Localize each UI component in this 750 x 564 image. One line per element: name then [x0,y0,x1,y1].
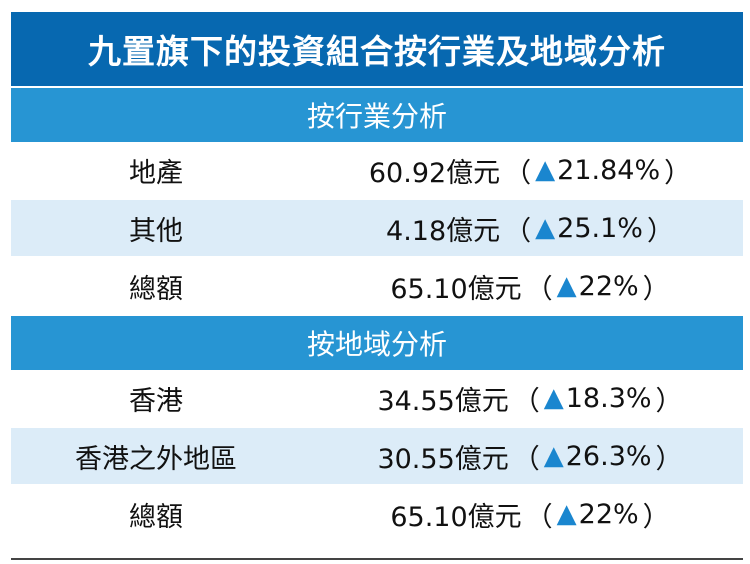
close-paren: ） [642,501,670,533]
up-triangle-icon: ▲ [535,213,556,243]
change: 25.1% [557,212,643,244]
table-row: 總額 65.10億元 （ ▲ 22% ） [11,256,743,314]
row-label: 其他 [129,215,183,247]
amount: 4.18億元 [386,215,501,247]
open-paren: （ [504,157,532,189]
change: 22% [578,270,639,302]
row-value: 4.18億元 （ ▲ 25.1% ） [301,209,743,248]
open-paren: （ [525,501,553,533]
row-label: 香港 [129,385,183,417]
change: 26.3% [565,440,652,472]
table-title: 九置旗下的投資組合按行業及地域分析 [11,12,743,86]
row-value: 34.55億元 （ ▲ 18.3% ） [301,379,743,418]
change: 22% [578,498,639,530]
up-triangle-icon: ▲ [556,499,577,529]
row-value: 65.10億元 （ ▲ 22% ） [301,495,743,534]
amount: 34.55億元 [377,385,509,417]
row-value: 60.92億元 （ ▲ 21.84% ） [301,151,743,190]
amount: 60.92億元 [368,157,501,189]
amount: 65.10億元 [390,273,522,305]
row-label: 地產 [129,157,183,189]
row-label: 總額 [129,501,183,533]
close-paren: ） [646,215,674,247]
close-paren: ） [664,157,692,189]
up-triangle-icon: ▲ [556,271,577,301]
row-label: 香港之外地區 [75,443,237,475]
close-paren: ） [655,385,683,417]
row-label: 總額 [129,273,183,305]
open-paren: （ [512,385,540,417]
table-row: 香港之外地區 30.55億元 （ ▲ 26.3% ） [11,426,743,484]
change: 21.84% [557,154,661,186]
table-row: 其他 4.18億元 （ ▲ 25.1% ） [11,198,743,256]
up-triangle-icon: ▲ [543,383,564,413]
close-paren: ） [642,273,670,305]
amount: 30.55億元 [377,443,509,475]
change: 18.3% [565,382,652,414]
row-value: 30.55億元 （ ▲ 26.3% ） [301,437,743,476]
up-triangle-icon: ▲ [543,441,564,471]
table-row: 地產 60.92億元 （ ▲ 21.84% ） [11,142,743,198]
open-paren: （ [525,273,553,305]
portfolio-table: 九置旗下的投資組合按行業及地域分析 按行業分析 地產 60.92億元 （ ▲ 2… [11,12,743,560]
row-value: 65.10億元 （ ▲ 22% ） [301,267,743,306]
table-row: 香港 34.55億元 （ ▲ 18.3% ） [11,370,743,426]
amount: 65.10億元 [390,501,522,533]
up-triangle-icon: ▲ [535,155,556,185]
bottom-rule [11,558,743,560]
open-paren: （ [512,443,540,475]
section-heading-region: 按地域分析 [11,314,743,370]
close-paren: ） [655,443,683,475]
section-heading-industry: 按行業分析 [11,86,743,142]
table-row: 總額 65.10億元 （ ▲ 22% ） [11,484,743,542]
open-paren: （ [504,215,532,247]
